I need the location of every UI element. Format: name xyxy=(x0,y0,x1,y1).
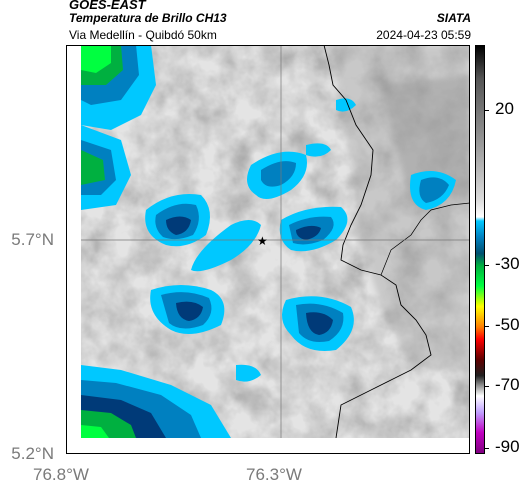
colorbar-tick xyxy=(484,265,489,266)
timestamp: 2024-04-23 05:59 xyxy=(376,28,471,42)
colorbar-tick xyxy=(484,326,489,327)
brightness-temperature-image: ★ xyxy=(81,45,470,438)
location-star-icon: ★ xyxy=(257,234,268,248)
border-line xyxy=(323,45,432,438)
title-route: Via Medellín - Quibdó 50km xyxy=(69,28,217,42)
title-product: Temperatura de Brillo CH13 xyxy=(69,11,227,25)
colorbar-label: -50 xyxy=(495,315,520,334)
lon-label-76.3: 76.3°W xyxy=(246,465,302,484)
source-label: SIATA xyxy=(436,11,471,25)
lat-label-5.2: 5.2°N xyxy=(11,444,54,463)
colorbar xyxy=(475,45,485,454)
lat-label-5.7: 5.7°N xyxy=(11,230,54,249)
colorbar-label: -70 xyxy=(495,375,520,394)
colorbar-tick xyxy=(484,110,489,111)
colorbar-tick xyxy=(484,386,489,387)
colorbar-label: -90 xyxy=(495,437,520,456)
lon-label-76.8: 76.8°W xyxy=(33,465,89,484)
colorbar-tick xyxy=(484,448,489,449)
colorbar-label: 20 xyxy=(495,99,514,118)
satellite-map: ★ xyxy=(81,45,470,438)
colorbar-label: -30 xyxy=(495,254,520,273)
title-satellite: GOES-EAST xyxy=(69,0,146,12)
